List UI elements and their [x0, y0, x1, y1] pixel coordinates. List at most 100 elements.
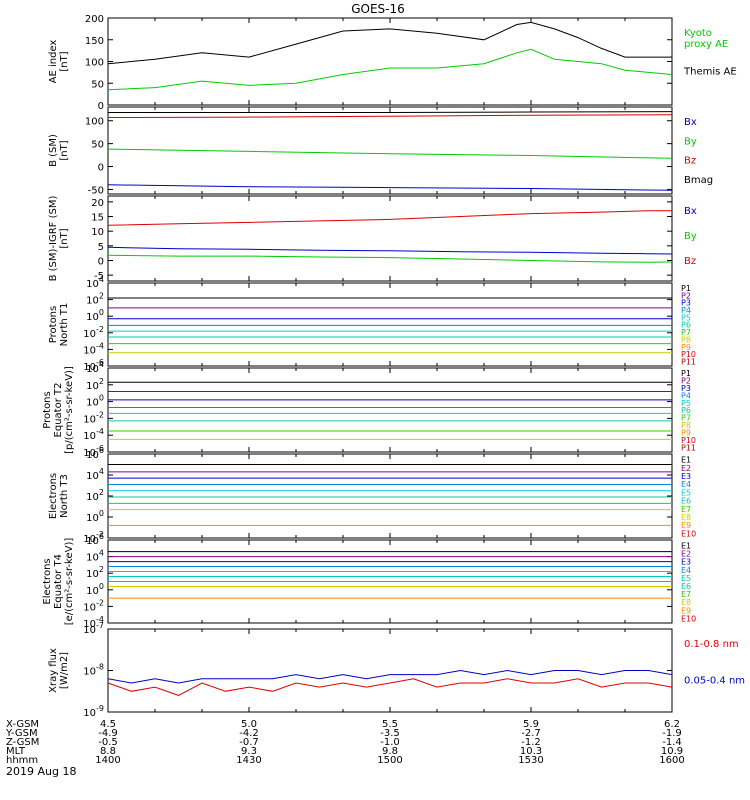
panel-bdiff: -5 0 5 10 15 20 B (SM)-IGRF (SM)[nT] Bx By Bz [48, 195, 697, 282]
legend-entry: Bx [684, 117, 697, 128]
legend-entry: 0.1-0.8 nm [684, 639, 739, 650]
panel-frame [107, 628, 673, 713]
legend-entry: E1 [681, 456, 691, 465]
panel-ae: 0 50 100 150 200 AE index[nT] Kyoto proxy AE The… [48, 14, 737, 112]
series-line [107, 210, 672, 226]
y-axis-label: Xray flux[W/m2] [48, 648, 70, 693]
series-line [107, 48, 673, 91]
legend-entry: P9 [681, 343, 691, 352]
legend-entry: Bz [684, 156, 696, 167]
y-tick-label: 10-4 [83, 341, 104, 356]
y-axis-label: ProtonsNorth T1 [48, 303, 70, 347]
y-tick-label: 100 [86, 394, 104, 409]
y-tick-label: 10-2 [83, 325, 104, 340]
legend-entry: E6 [681, 497, 691, 506]
ephemeris-value: -3.5 [380, 728, 400, 739]
legend-entry: 0.05-0.4 nm [684, 676, 745, 687]
y-tick-label: 10-7 [83, 621, 104, 636]
legend-entry: Themis AE [683, 67, 737, 78]
ephemeris-value: 1600 [659, 755, 684, 766]
series-line [107, 184, 673, 191]
legend-entry: E2 [681, 464, 691, 473]
ephemeris-value: 8.8 [100, 746, 116, 757]
ephemeris-row-label: Y-GSM [5, 728, 38, 739]
legend-entry: E8 [681, 513, 691, 522]
legend-entry: E1 [681, 541, 691, 550]
ephemeris-value: 1500 [377, 755, 402, 766]
y-tick-label: 50 [91, 79, 104, 90]
legend-entry: P9 [681, 429, 691, 438]
y-axis-label: B (SM)[nT] [48, 134, 70, 167]
legend-entry: P4 [681, 391, 691, 400]
legend-entry: E4 [681, 480, 691, 489]
panel-frame [107, 17, 673, 106]
ephemeris-row-label: MLT [6, 746, 26, 757]
series-line [107, 114, 673, 118]
panel-frame [107, 195, 673, 282]
ephemeris-value: 1400 [95, 755, 120, 766]
y-tick-label: -50 [88, 185, 104, 196]
ephemeris-value: 5.9 [523, 719, 539, 730]
y-axis-label: B (SM)-IGRF (SM)[nT] [48, 196, 70, 282]
series-line [107, 21, 672, 65]
y-tick-label: 0 [98, 163, 104, 174]
legend-entry: P10 [681, 350, 696, 359]
y-tick-label: 50 [91, 140, 104, 151]
y-tick-label: -5 [94, 271, 104, 282]
y-tick-label: 106 [86, 446, 104, 461]
y-axis-label: AE index[nT] [48, 40, 70, 84]
ephemeris-value: 10.9 [661, 746, 683, 757]
x-axis-ephemeris: X-GSM 4.5 5.0 5.5 5.9 6.2 Y-GSM -4.9 -4.2 -3.5 -2.… [5, 719, 685, 766]
panel-frame [107, 282, 673, 367]
y-tick-label: 10-8 [83, 663, 104, 678]
y-tick-label: 104 [86, 360, 104, 375]
y-axis-label: ElectronsEquator T4[e/(cm²-s-sr-keV)] [42, 538, 75, 626]
ephemeris-value: -1.2 [521, 737, 541, 748]
y-tick-label: 10-4 [83, 427, 104, 442]
ephemeris-row-label: hhmm [6, 755, 38, 766]
y-tick-label: 10-6 [83, 444, 104, 459]
panel-bsm: -50 0 50 100 B (SM)[nT] Bx By Bz Bmag [48, 106, 713, 196]
y-tick-label: 100 [86, 509, 104, 524]
ephemeris-value: 1430 [236, 755, 261, 766]
ephemeris-value: 9.3 [241, 746, 257, 757]
legend-entry: E5 [681, 574, 691, 583]
legend-entry: P2 [681, 291, 691, 300]
legend-entry: P3 [681, 384, 691, 393]
ephemeris-value: -1.4 [662, 737, 682, 748]
y-tick-label: 106 [86, 532, 104, 547]
y-axis-label: ProtonsEquator T2[p/(cm²-s-sr-keV)] [42, 366, 75, 454]
date-label: 2019 Aug 18 [6, 765, 76, 778]
y-tick-label: 104 [86, 467, 104, 482]
legend-entry: Bz [684, 256, 696, 267]
legend-entry: E10 [681, 614, 696, 623]
ephemeris-value: -1.0 [380, 737, 400, 748]
legend-entry: P4 [681, 306, 691, 315]
ephemeris-value: -4.9 [98, 728, 118, 739]
y-tick-label: 150 [85, 36, 104, 47]
y-tick-label: 10-4 [83, 615, 104, 630]
y-tick-label: 10-6 [83, 358, 104, 373]
y-tick-label: 100 [86, 308, 104, 323]
ephemeris-value: -1.9 [662, 728, 682, 739]
ephemeris-value: -0.5 [98, 737, 118, 748]
ephemeris-value: -4.2 [239, 728, 259, 739]
y-axis-label: ElectronsNorth T3 [48, 473, 70, 519]
y-tick-label: 10-2 [83, 598, 104, 613]
ephemeris-value: 9.8 [382, 746, 398, 757]
ephemeris-value: 6.2 [664, 719, 680, 730]
legend-entry: Bx [684, 206, 697, 217]
legend-entry: E9 [681, 521, 691, 530]
y-tick-label: 100 [86, 582, 104, 597]
ephemeris-value: 10.3 [520, 746, 542, 757]
legend-entry: P1 [681, 369, 691, 378]
legend-entry: E6 [681, 582, 691, 591]
y-tick-label: 20 [91, 198, 104, 209]
legend-entry: E3 [681, 558, 691, 567]
y-tick-label: 100 [85, 58, 104, 69]
